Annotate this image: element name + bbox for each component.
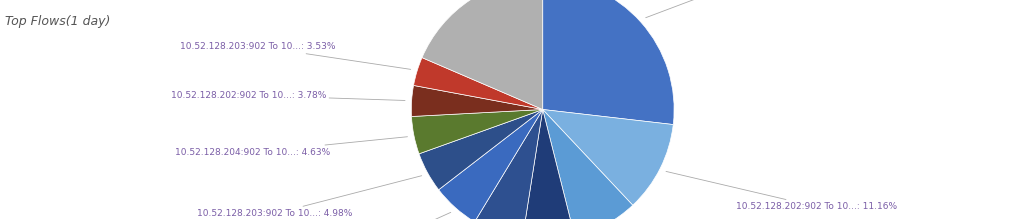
Text: 10.52.128.202:902 To 10...: 11.16%: 10.52.128.202:902 To 10...: 11.16% [666, 171, 898, 211]
Wedge shape [474, 110, 543, 219]
Wedge shape [543, 110, 673, 205]
Wedge shape [543, 110, 633, 219]
Text: Top Flows(1 day): Top Flows(1 day) [5, 15, 111, 28]
Wedge shape [414, 58, 543, 110]
Text: 10.52.128.203:902 To 10...: 5.87%: 10.52.128.203:902 To 10...: 5.87% [243, 212, 451, 219]
Text: 10.52.128.203:902 To 10...: 26.83%: 10.52.128.203:902 To 10...: 26.83% [646, 0, 865, 18]
Wedge shape [438, 110, 543, 219]
Text: 10.52.128.203:902 To 10...: 4.98%: 10.52.128.203:902 To 10...: 4.98% [198, 176, 422, 218]
Wedge shape [543, 0, 674, 125]
Wedge shape [422, 0, 543, 110]
Wedge shape [412, 110, 543, 154]
Text: 10.52.128.203:902 To 10...: 3.53%: 10.52.128.203:902 To 10...: 3.53% [180, 42, 411, 69]
Wedge shape [419, 110, 543, 190]
Text: 10.52.128.202:902 To 10...: 3.78%: 10.52.128.202:902 To 10...: 3.78% [171, 91, 406, 101]
Wedge shape [412, 85, 543, 117]
Text: 10.52.128.204:902 To 10...: 4.63%: 10.52.128.204:902 To 10...: 4.63% [175, 137, 408, 157]
Wedge shape [522, 110, 574, 219]
